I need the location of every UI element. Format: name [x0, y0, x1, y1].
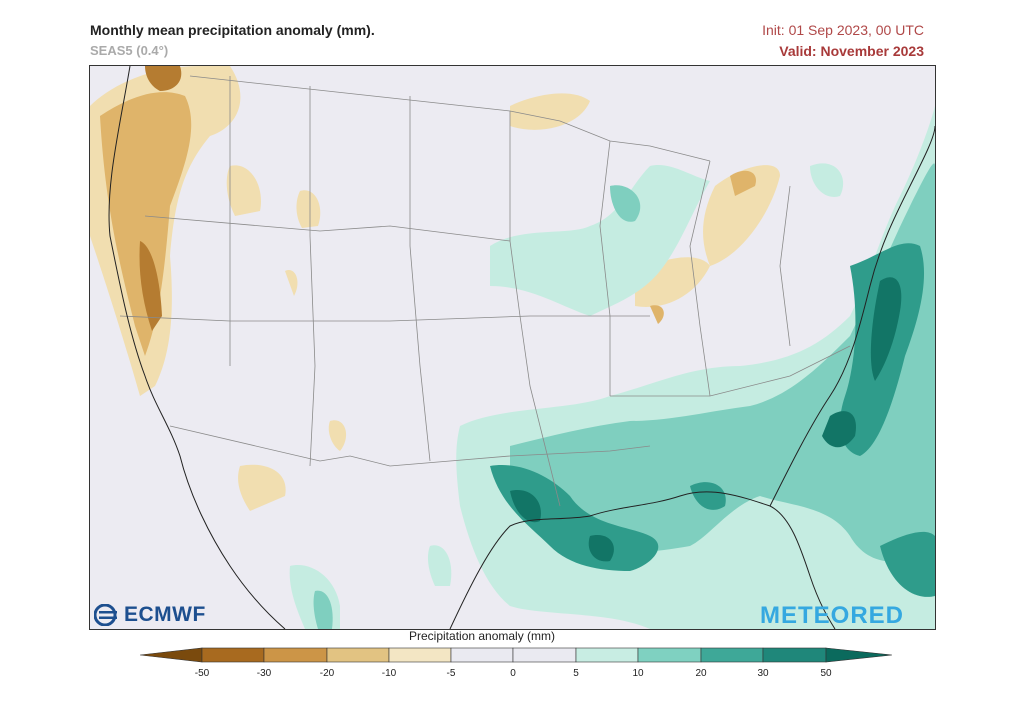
colorbar-segment — [450, 647, 514, 663]
colorbar-tick-label: 50 — [820, 668, 832, 679]
colorbar-tick-label: -50 — [194, 668, 210, 679]
ecmwf-logo-icon — [94, 604, 117, 626]
colorbar-segment — [326, 647, 390, 663]
colorbar-segment — [825, 647, 892, 663]
colorbar-tick-label: -5 — [446, 668, 456, 679]
colorbar-tick-label: -30 — [256, 668, 272, 679]
ecmwf-logo-text: ECMWF — [124, 603, 206, 626]
colorbar-tick-label: 30 — [757, 668, 769, 679]
colorbar-segment — [700, 647, 764, 663]
colorbar-tick-label: -20 — [319, 668, 335, 679]
colorbar-tick-label: 0 — [510, 668, 516, 679]
colorbar-tick-label: 20 — [695, 668, 707, 679]
valid-date: Valid: November 2023 — [779, 43, 924, 59]
colorbar-segment — [263, 647, 328, 663]
map-title: Monthly mean precipitation anomaly (mm). — [90, 22, 375, 38]
colorbar-tick-label: 10 — [632, 668, 644, 679]
state-borders — [119, 75, 851, 507]
colorbar-segment — [637, 647, 702, 663]
colorbar-segment — [388, 647, 452, 663]
precipitation-anomaly-map — [89, 65, 936, 630]
coastline — [108, 66, 935, 629]
colorbar-label: Precipitation anomaly (mm) — [409, 629, 556, 643]
colorbar-segment — [140, 647, 203, 663]
map-canvas — [90, 66, 935, 629]
colorbar-segment — [201, 647, 265, 663]
colorbar-tick-label: -10 — [381, 668, 397, 679]
init-date: Init: 01 Sep 2023, 00 UTC — [762, 22, 924, 38]
colorbar-tick-label: 5 — [573, 668, 579, 679]
model-label: SEAS5 (0.4°) — [90, 43, 169, 58]
colorbar-segment — [762, 647, 827, 663]
meteored-logo: METEORED — [760, 602, 905, 629]
colorbar — [140, 647, 892, 663]
wet-anomaly-layer — [289, 106, 935, 629]
colorbar-segment — [575, 647, 639, 663]
colorbar-segment — [512, 647, 577, 663]
ecmwf-logo: ECMWF — [94, 603, 206, 627]
